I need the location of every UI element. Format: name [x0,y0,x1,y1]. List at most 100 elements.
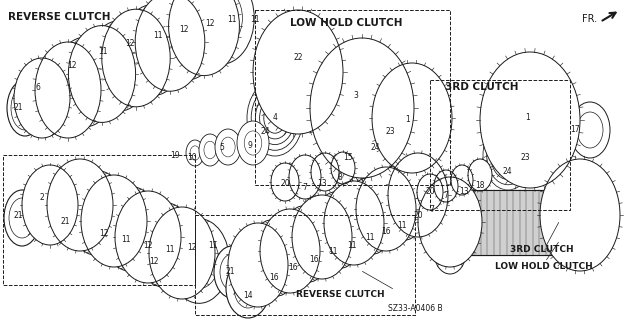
Ellipse shape [253,10,343,134]
Text: 16: 16 [288,263,298,272]
Ellipse shape [121,4,185,96]
Text: 11: 11 [227,14,237,24]
Text: 13: 13 [459,188,469,197]
Ellipse shape [100,187,161,271]
Ellipse shape [289,155,321,199]
Ellipse shape [356,167,416,251]
Ellipse shape [168,0,239,76]
Text: 22: 22 [293,54,303,63]
Text: 17: 17 [570,125,580,135]
Ellipse shape [135,0,205,91]
Text: 2: 2 [40,194,44,203]
Text: 12: 12 [188,243,196,253]
Ellipse shape [324,181,384,265]
Text: 11: 11 [165,244,175,254]
Text: 10: 10 [187,153,197,162]
Text: 23: 23 [385,128,395,137]
Text: 12: 12 [143,241,153,249]
Ellipse shape [374,163,429,241]
Text: 12: 12 [67,61,77,70]
Ellipse shape [417,174,443,210]
Text: REVERSE CLUTCH: REVERSE CLUTCH [296,290,385,299]
Ellipse shape [47,159,113,251]
Ellipse shape [310,38,414,178]
Ellipse shape [310,191,365,269]
Ellipse shape [237,121,269,165]
Text: 13: 13 [317,180,327,189]
Ellipse shape [169,219,229,303]
Ellipse shape [540,159,620,271]
Text: 3RD CLUTCH: 3RD CLUTCH [510,245,573,254]
Ellipse shape [188,0,254,64]
Ellipse shape [22,165,78,245]
Ellipse shape [468,159,492,191]
Text: 7: 7 [444,191,449,201]
Bar [195,215,415,315]
Ellipse shape [570,102,610,158]
Ellipse shape [149,207,215,299]
Ellipse shape [14,58,70,138]
Ellipse shape [215,129,241,165]
Text: 11: 11 [328,248,338,256]
Ellipse shape [199,134,221,166]
Ellipse shape [260,209,320,293]
Text: 3: 3 [353,91,358,100]
Text: 21: 21 [225,268,235,277]
Text: 12: 12 [179,25,189,33]
Text: 11: 11 [397,221,407,231]
Ellipse shape [67,171,127,255]
Text: 16: 16 [381,227,391,236]
Text: 9: 9 [248,140,252,150]
Ellipse shape [271,163,299,201]
Text: 12: 12 [99,228,109,238]
Ellipse shape [292,195,352,279]
Ellipse shape [214,246,250,298]
Text: REVERSE CLUTCH: REVERSE CLUTCH [8,12,111,22]
Bar [255,10,450,185]
Text: 24: 24 [370,144,380,152]
Text: 12: 12 [205,19,215,28]
Ellipse shape [7,80,43,136]
Text: SZ33-A0406 B: SZ33-A0406 B [388,304,443,313]
Text: 5: 5 [220,144,225,152]
Text: 8: 8 [338,174,342,182]
Bar [3,155,195,285]
Ellipse shape [342,177,397,255]
Text: 21: 21 [13,103,23,113]
Text: 11: 11 [208,241,218,249]
Text: 11: 11 [365,234,375,242]
Ellipse shape [134,203,195,287]
Text: 6: 6 [36,84,40,93]
Text: 1: 1 [406,115,410,124]
Ellipse shape [246,219,301,297]
Text: 18: 18 [476,181,484,189]
Ellipse shape [226,258,270,318]
Ellipse shape [451,165,473,195]
Ellipse shape [388,153,448,237]
Text: 3RD CLUTCH: 3RD CLUTCH [445,82,518,92]
Text: 23: 23 [520,153,530,162]
Ellipse shape [418,177,482,267]
Text: 20: 20 [280,180,290,189]
Ellipse shape [154,0,220,80]
Text: 16: 16 [269,273,279,283]
Text: 11: 11 [250,14,260,24]
Ellipse shape [186,140,204,166]
Text: 24: 24 [502,167,512,176]
Ellipse shape [88,21,150,111]
Text: 1: 1 [525,114,531,122]
Text: 11: 11 [121,235,131,244]
Text: 11: 11 [99,48,108,56]
Ellipse shape [35,42,101,138]
Ellipse shape [372,63,452,173]
Ellipse shape [81,175,147,267]
Ellipse shape [434,230,466,274]
Text: 16: 16 [309,256,319,264]
Text: 19: 19 [170,151,180,160]
Ellipse shape [434,170,458,202]
Ellipse shape [278,205,333,283]
Ellipse shape [311,153,339,191]
Text: 24: 24 [260,128,270,137]
Bar [430,80,570,210]
Text: 14: 14 [243,291,253,300]
